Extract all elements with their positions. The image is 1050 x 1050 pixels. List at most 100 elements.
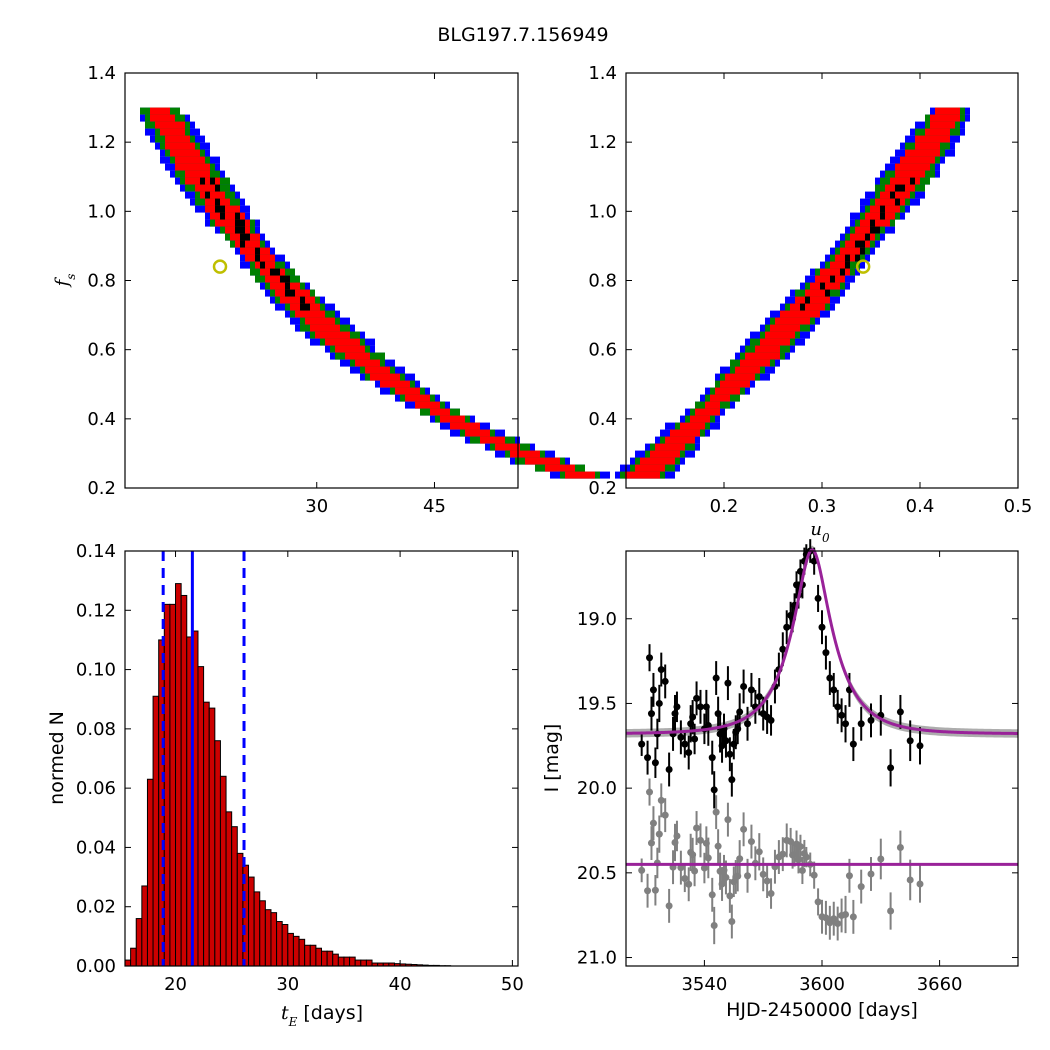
residual-point [677, 864, 685, 872]
axis-ticks-fs-u0: 0.2 0.3 0.4 0.5 0.2 0.4 0.6 0.8 1.0 1.2 1.4 [588, 63, 1032, 517]
residual-point [767, 890, 775, 898]
x-tick-label: 45 [423, 496, 446, 517]
residual-point [857, 883, 865, 891]
two-sigma-cell [525, 457, 560, 465]
two-sigma-cell [510, 450, 540, 458]
data-point [665, 766, 673, 774]
two-sigma-cell [795, 296, 830, 304]
two-sigma-cell [210, 212, 245, 220]
two-sigma-cell [235, 240, 260, 248]
data-point [740, 683, 748, 691]
data-point [736, 708, 744, 716]
histogram-bar [175, 583, 182, 967]
two-sigma-cell [380, 380, 410, 388]
data-point [704, 721, 712, 729]
x-tick-label: 3600 [799, 974, 845, 995]
two-sigma-cell [765, 331, 795, 339]
histogram-bar [135, 918, 143, 967]
data-point [818, 623, 826, 631]
histogram-bars [124, 583, 452, 967]
residual-point [691, 867, 699, 875]
two-sigma-cell [160, 128, 185, 136]
histogram-bar [337, 956, 345, 967]
y-tick-label: 20.0 [577, 778, 617, 799]
residual-point [714, 842, 722, 850]
one-sigma-cell [275, 268, 280, 276]
one-sigma-cell [215, 184, 220, 192]
one-sigma-cell [805, 296, 810, 304]
data-point [710, 786, 718, 794]
figure-title: BLG197.7.156949 [437, 24, 608, 46]
two-sigma-cell [650, 450, 680, 458]
two-sigma-cell [665, 436, 695, 444]
two-sigma-cell [480, 436, 505, 444]
two-sigma-cell [175, 156, 205, 164]
histogram-bar [304, 944, 311, 967]
one-sigma-cell [285, 282, 290, 290]
y-tick-label: 0.4 [87, 409, 116, 430]
two-sigma-cell [805, 289, 830, 297]
two-sigma-cell [900, 156, 935, 164]
data-point [755, 693, 763, 701]
data-point [638, 740, 646, 748]
residual-point [638, 866, 646, 874]
data-point [728, 776, 736, 784]
histogram-bar [231, 826, 238, 967]
residual-point [834, 920, 842, 928]
data-point [744, 720, 752, 728]
two-sigma-cell [670, 429, 700, 437]
residual-point [681, 875, 689, 883]
residual-point [657, 796, 665, 804]
residual-point [646, 788, 654, 796]
residual-point [724, 816, 732, 824]
data-point [783, 623, 791, 631]
data-point [857, 720, 865, 728]
two-sigma-cell [565, 471, 595, 479]
two-sigma-cell [790, 303, 825, 311]
fs-axis-label: fs [52, 274, 78, 289]
two-sigma-cell [735, 366, 760, 374]
one-sigma-cell [255, 247, 260, 255]
two-sigma-cell [150, 107, 170, 115]
axis-ticks-lightcurve: 3540 3600 3660 19.0 19.5 20.0 20.5 21.0 [577, 551, 1018, 995]
histogram-bar [141, 885, 148, 967]
histogram-bar [208, 707, 216, 967]
one-sigma-cell [245, 233, 250, 241]
two-sigma-cell [755, 345, 780, 353]
histogram-bar [152, 695, 160, 967]
photometry-points [638, 539, 924, 809]
two-sigma-cell [195, 184, 220, 192]
data-point [747, 686, 755, 694]
two-sigma-cell [770, 324, 800, 332]
one-sigma-cell [235, 212, 240, 220]
y-tick-label: 0.12 [76, 600, 116, 621]
two-sigma-cell [625, 471, 660, 479]
data-point [655, 699, 663, 707]
histogram-bar [248, 876, 255, 967]
imag-axis-label: I [mag] [541, 724, 563, 793]
x-tick-label: 30 [305, 496, 328, 517]
two-sigma-cell [890, 177, 920, 185]
plot-frame [124, 550, 519, 967]
residual-point [651, 886, 659, 894]
y-tick-label: 0.6 [87, 340, 116, 361]
te-axis-label: tE [days] [281, 1002, 363, 1029]
one-sigma-cell [290, 289, 295, 297]
two-sigma-cell [440, 415, 465, 423]
y-tick-label: 0.8 [588, 271, 617, 292]
histogram-bar [298, 938, 306, 967]
y-tick-label: 19.0 [577, 609, 617, 630]
residual-point [796, 843, 804, 851]
y-tick-label: 1.4 [588, 63, 617, 84]
two-sigma-cell [155, 121, 185, 129]
residual-point [647, 839, 655, 847]
one-sigma-cell [220, 212, 225, 220]
two-sigma-cell [905, 149, 940, 157]
two-sigma-cell [655, 443, 685, 451]
residual-point [744, 872, 752, 880]
two-sigma-cell [150, 114, 175, 122]
histogram-bar [292, 935, 300, 967]
residual-point [814, 898, 822, 906]
two-sigma-cell [915, 142, 940, 150]
histogram-bar [146, 778, 154, 967]
